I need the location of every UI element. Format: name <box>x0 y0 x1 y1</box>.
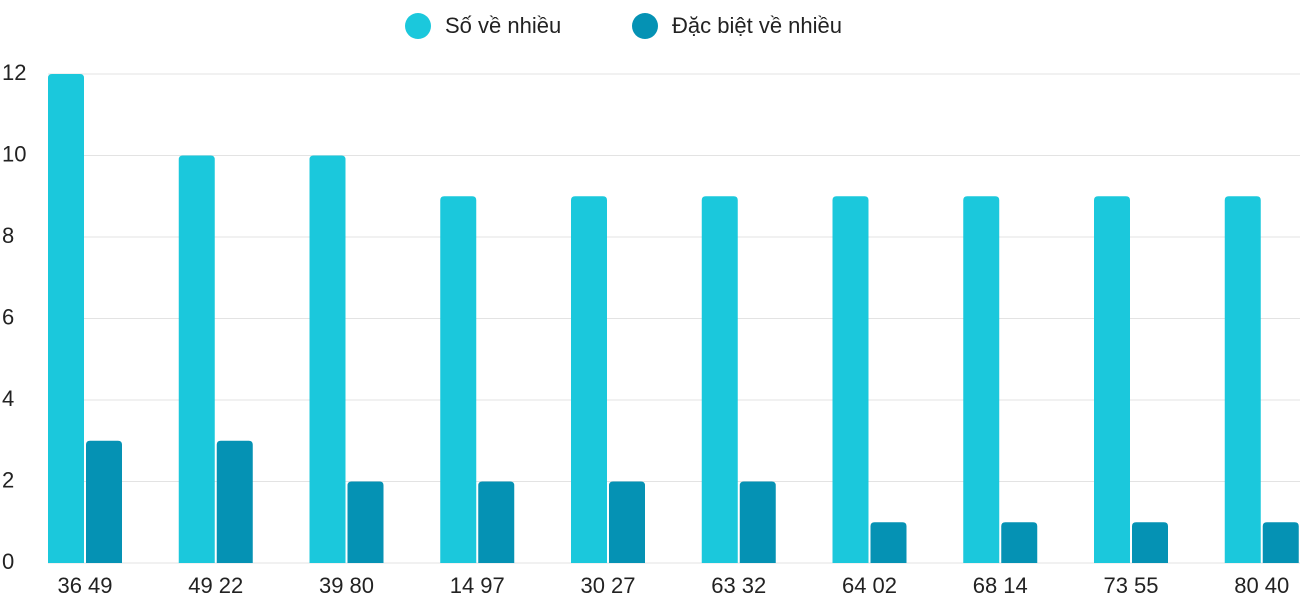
legend-label: Đặc biệt về nhiều <box>672 13 842 38</box>
bar <box>86 440 122 563</box>
x-tick-label: 68 14 <box>973 573 1028 598</box>
bar <box>571 196 607 563</box>
y-tick-label: 0 <box>2 549 14 574</box>
bar <box>832 196 869 563</box>
bar <box>1001 522 1038 563</box>
bar <box>1262 522 1299 563</box>
y-tick-label: 12 <box>2 60 26 85</box>
legend-marker <box>405 13 431 39</box>
x-tick-label: 14 97 <box>450 573 505 598</box>
bar <box>963 196 1000 563</box>
y-tick-label: 4 <box>2 386 14 411</box>
bar <box>701 196 738 563</box>
bar <box>48 74 84 563</box>
bar <box>1132 522 1168 563</box>
y-tick-label: 10 <box>2 141 26 166</box>
legend-marker <box>632 13 658 39</box>
x-tick-label: 73 55 <box>1103 573 1158 598</box>
x-tick-label: 63 32 <box>711 573 766 598</box>
bar <box>440 196 477 563</box>
bar <box>1224 196 1261 563</box>
bar <box>1094 196 1130 563</box>
x-tick-label: 49 22 <box>188 573 243 598</box>
x-tick-label: 80 40 <box>1234 573 1289 598</box>
x-tick-label: 30 27 <box>580 573 635 598</box>
x-tick-label: 39 80 <box>319 573 374 598</box>
x-tick-label: 64 02 <box>842 573 897 598</box>
x-tick-label: 36 49 <box>57 573 112 598</box>
bar <box>216 440 253 563</box>
bar <box>609 481 645 563</box>
bar <box>347 481 384 563</box>
bar <box>478 481 515 563</box>
bar <box>870 522 907 563</box>
y-tick-label: 2 <box>2 467 14 492</box>
y-tick-label: 6 <box>2 304 14 329</box>
y-tick-label: 8 <box>2 223 14 248</box>
bar <box>309 155 346 563</box>
bar <box>178 155 215 563</box>
bar <box>739 481 776 563</box>
legend-label: Số về nhiều <box>445 13 561 38</box>
